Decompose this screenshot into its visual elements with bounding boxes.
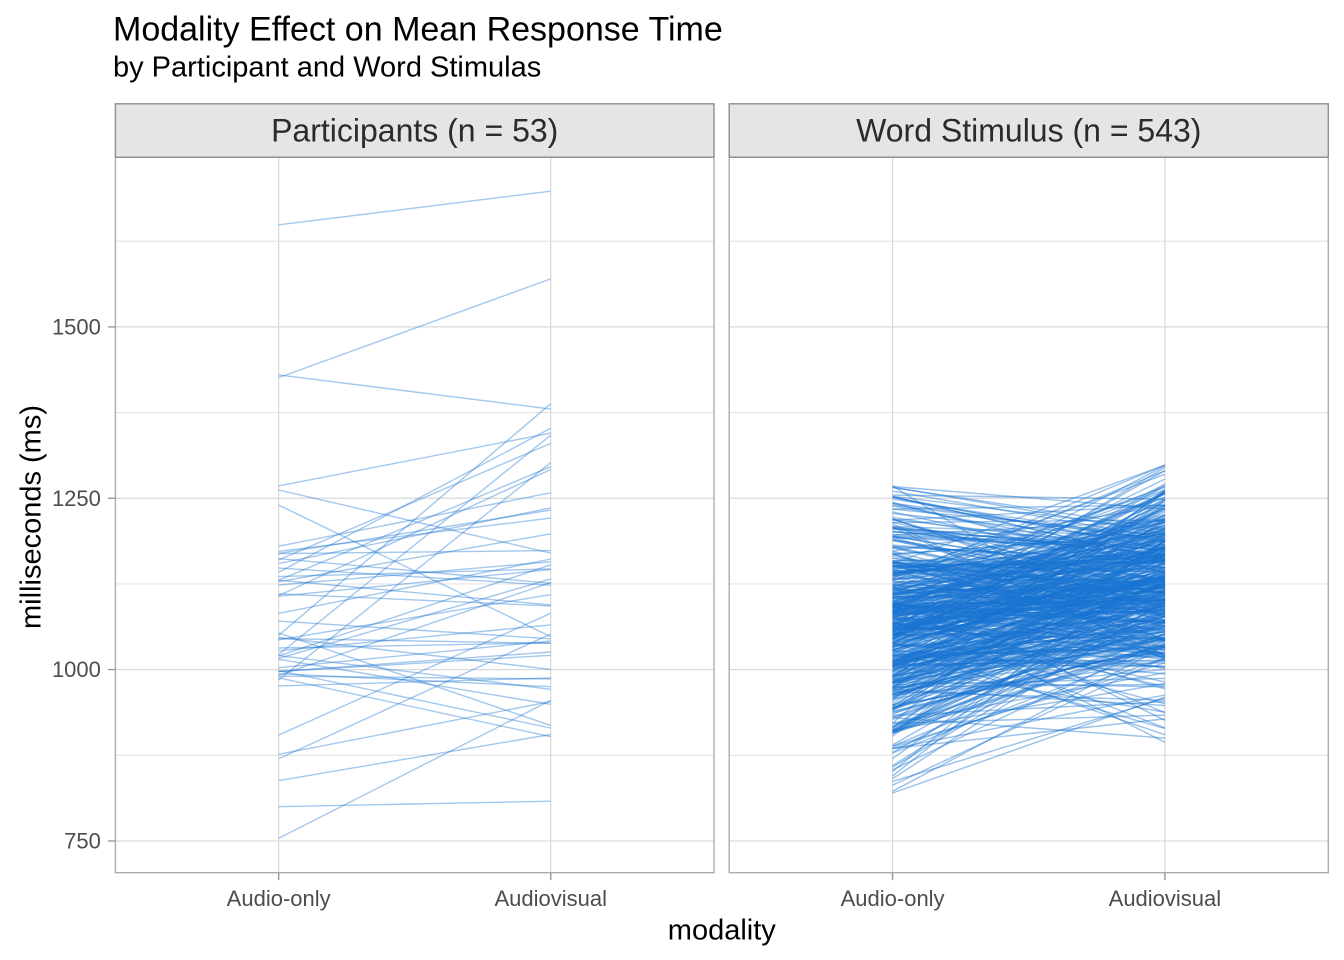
svg-text:1500: 1500 [52,314,101,339]
svg-text:milliseconds (ms): milliseconds (ms) [15,405,47,629]
svg-text:Audio-only: Audio-only [227,886,331,911]
svg-text:Audiovisual: Audiovisual [1109,886,1222,911]
svg-text:Word Stimulus (n = 543): Word Stimulus (n = 543) [856,113,1201,149]
svg-text:Audiovisual: Audiovisual [494,886,607,911]
svg-text:by Participant and Word Stimul: by Participant and Word Stimulas [113,52,541,84]
svg-text:Modality Effect on Mean Respon: Modality Effect on Mean Response Time [113,11,723,49]
svg-text:1000: 1000 [52,657,101,682]
svg-text:modality: modality [668,914,776,946]
svg-text:Participants (n = 53): Participants (n = 53) [271,113,558,149]
svg-text:1250: 1250 [52,486,101,511]
svg-text:750: 750 [64,829,101,854]
svg-text:Audio-only: Audio-only [841,886,945,911]
